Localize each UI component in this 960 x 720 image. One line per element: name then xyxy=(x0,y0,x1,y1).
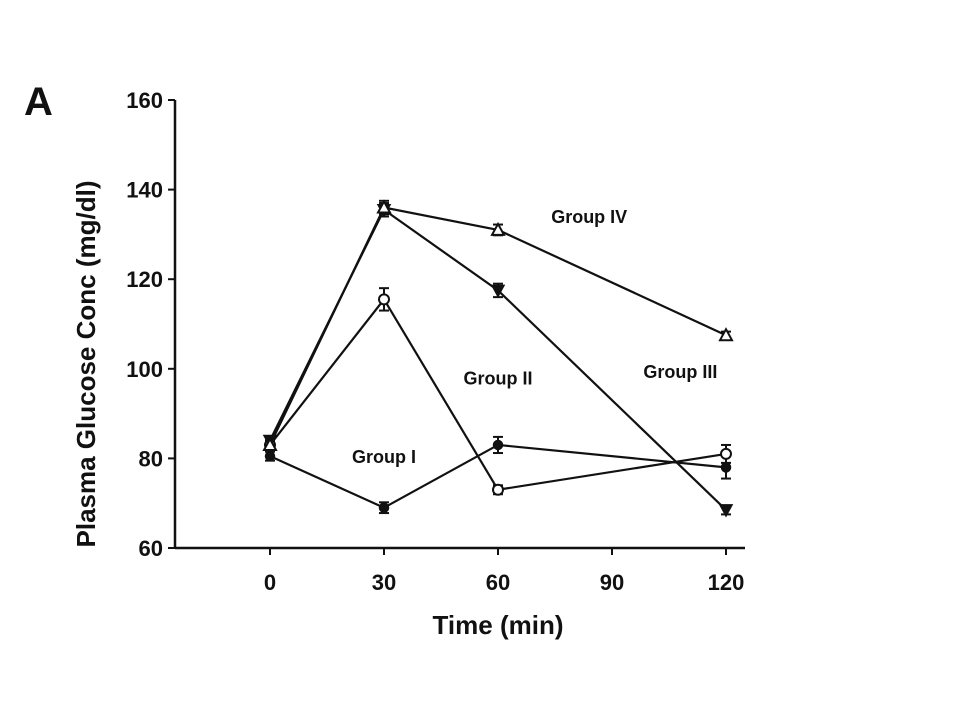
x-tick-label: 90 xyxy=(600,570,624,595)
data-point xyxy=(378,293,390,306)
data-point xyxy=(720,462,732,473)
x-tick-label: 120 xyxy=(708,570,745,595)
series-line xyxy=(269,443,727,509)
data-point xyxy=(718,327,734,342)
series-group-iii: Group III xyxy=(262,202,734,518)
data-point xyxy=(376,199,392,214)
series-line xyxy=(269,206,727,446)
panel-letter: A xyxy=(24,80,53,124)
series-layer: Group I Group II Group III Group IV xyxy=(262,199,734,518)
series-label: Group II xyxy=(464,368,533,388)
data-point xyxy=(490,284,506,298)
y-tick-label: 160 xyxy=(126,88,163,113)
axes: 60 80 100 120 140 160 0 30 60 90 120 xyxy=(126,88,745,595)
data-point xyxy=(490,221,506,236)
data-point xyxy=(720,447,732,460)
y-tick-label: 80 xyxy=(139,446,163,471)
series-group-ii: Group II xyxy=(264,287,732,496)
series-group-iv: Group IV xyxy=(262,199,734,451)
x-tick-label: 60 xyxy=(486,570,510,595)
x-tick-label: 0 xyxy=(264,570,276,595)
series-label: Group III xyxy=(643,362,717,382)
data-point xyxy=(492,483,504,496)
series-group-i: Group I xyxy=(264,435,732,515)
y-axis-label: Plasma Glucose Conc (mg/dl) xyxy=(71,181,101,548)
data-point xyxy=(718,504,734,518)
data-point xyxy=(378,502,390,513)
y-tick-label: 60 xyxy=(139,536,163,561)
data-point xyxy=(264,450,276,462)
y-tick-label: 140 xyxy=(126,178,163,203)
y-tick-label: 100 xyxy=(126,357,163,382)
y-tick-label: 120 xyxy=(126,267,163,292)
x-tick-label: 30 xyxy=(372,570,396,595)
data-point xyxy=(492,439,504,451)
series-label: Group IV xyxy=(551,207,627,227)
data-point xyxy=(262,436,278,451)
x-axis-label: Time (min) xyxy=(433,610,564,640)
series-line xyxy=(269,297,727,491)
series-label: Group I xyxy=(352,447,416,467)
